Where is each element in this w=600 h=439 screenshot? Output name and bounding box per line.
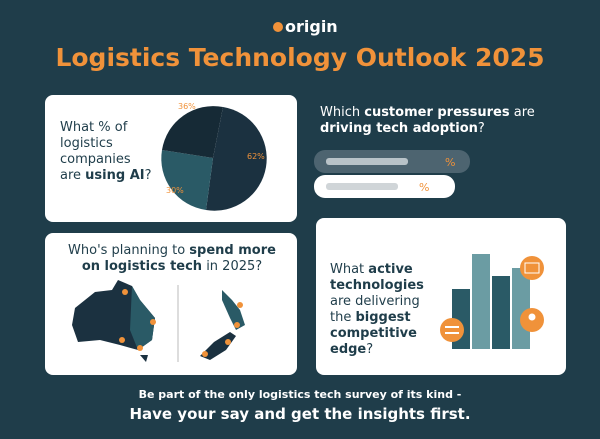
- text-bold: active technologies: [330, 262, 424, 293]
- pressures-question: Which customer pressures are driving tec…: [320, 105, 550, 137]
- text: What % of logistics companies are: [60, 120, 131, 183]
- marker: [137, 345, 143, 351]
- text-bold: biggest competitive edge: [330, 310, 417, 357]
- brand: origin: [285, 17, 338, 36]
- pie-slice: [161, 150, 213, 210]
- map-region: [130, 286, 155, 350]
- icon-glyph: [528, 313, 536, 321]
- marker: [225, 339, 231, 345]
- logo-mark: [273, 22, 283, 32]
- text: ?: [144, 168, 152, 183]
- text: ?: [477, 121, 485, 136]
- map-markers: [119, 289, 243, 357]
- pie-label: 62%: [247, 152, 265, 161]
- tech-bar: [472, 254, 490, 349]
- text: ?: [366, 342, 374, 357]
- percent-sign: %: [419, 181, 429, 194]
- text: What: [330, 262, 369, 277]
- icon-list: [440, 318, 464, 342]
- text-bold: driving tech adoption: [320, 121, 478, 136]
- icon-glyph: [445, 332, 459, 334]
- pie-label: 30%: [166, 186, 184, 195]
- marker: [234, 322, 240, 328]
- title: Logistics Technology Outlook 2025: [55, 43, 544, 72]
- icon-glyph: [445, 326, 459, 328]
- marker: [122, 289, 128, 295]
- map-nz-south: [200, 332, 236, 360]
- marker: [150, 319, 156, 325]
- pressure-bar-label: [326, 158, 408, 165]
- tech-question: What active technologies are delivering …: [330, 262, 430, 358]
- text-bold: using AI: [85, 168, 145, 183]
- text-bold: spend more: [189, 243, 276, 258]
- pie-slice: [162, 106, 223, 158]
- spend-question: Who's planning to spend more on logistic…: [58, 243, 286, 275]
- ai-question: What % of logistics companies are using …: [60, 120, 155, 184]
- text: are: [509, 105, 535, 120]
- text: Who's planning to: [68, 243, 190, 258]
- text: in 2025?: [202, 259, 263, 274]
- marker: [119, 337, 125, 343]
- marker: [202, 351, 208, 357]
- footer-line: Be part of the only logistics tech surve…: [139, 388, 462, 401]
- text: are delivering the: [330, 294, 420, 325]
- pie-slice: [206, 107, 267, 211]
- icon-glyph: [524, 262, 540, 274]
- marker: [237, 302, 243, 308]
- map-nz-north: [222, 290, 245, 330]
- text-bold: customer pressures: [364, 105, 510, 120]
- tech-bar: [492, 276, 510, 349]
- map-tasmania: [140, 355, 148, 362]
- percent-sign: %: [445, 156, 455, 169]
- text-bold: on logistics tech: [81, 259, 203, 274]
- tech-bar: [512, 268, 530, 349]
- pie-label: 36%: [178, 102, 196, 111]
- icon-mail: [520, 256, 544, 280]
- footer-cta: Have your say and get the insights first…: [129, 405, 470, 423]
- pressure-bar-label: [326, 183, 398, 190]
- text: Which: [320, 105, 365, 120]
